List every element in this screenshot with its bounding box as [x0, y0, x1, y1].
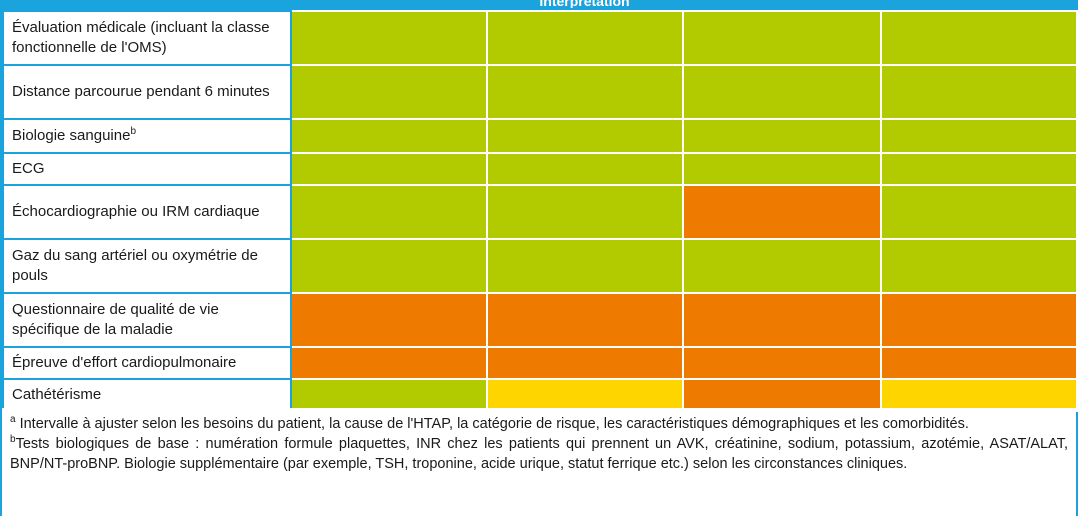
footnote-a: a Intervalle à ajuster selon les besoins…	[10, 414, 1068, 434]
footnote-marker: b	[130, 126, 136, 137]
row-label-text: Questionnaire de qualité de vie spécifiq…	[12, 301, 219, 338]
footnote-marker: b	[10, 434, 16, 445]
footnotes: a Intervalle à ajuster selon les besoins…	[2, 408, 1076, 518]
status-cell-green	[290, 238, 488, 294]
row-label: Échocardiographie ou IRM cardiaque	[2, 184, 292, 240]
row-label: Questionnaire de qualité de vie spécifiq…	[2, 292, 292, 348]
status-cell-orange	[682, 292, 882, 348]
status-cell-green	[486, 118, 684, 154]
status-cell-green	[880, 238, 1078, 294]
status-cell-green	[682, 238, 882, 294]
table-row: Épreuve d'effort cardiopulmonaire	[2, 346, 1078, 380]
status-cell-green	[682, 152, 882, 186]
status-cell-yellow	[880, 378, 1078, 412]
footnote-text: Intervalle à ajuster selon les besoins d…	[19, 416, 969, 432]
status-cell-green	[290, 378, 488, 412]
table-row: Cathétérisme	[2, 378, 1078, 412]
status-cell-green	[880, 64, 1078, 120]
status-cell-orange	[682, 346, 882, 380]
status-cell-green	[290, 10, 488, 66]
row-label-text: Gaz du sang artériel ou oxymétrie de pou…	[12, 247, 258, 284]
row-label: Distance parcourue pendant 6 minutes	[2, 64, 292, 120]
status-cell-orange	[682, 378, 882, 412]
row-label: Cathétérisme	[2, 378, 292, 412]
status-cell-green	[486, 152, 684, 186]
status-cell-green	[880, 118, 1078, 154]
row-label-text: Évaluation médicale (incluant la classe …	[12, 19, 270, 56]
column-header-partial: Interprétation	[539, 0, 630, 8]
row-label: ECG	[2, 152, 292, 186]
status-cell-green	[682, 118, 882, 154]
footnote-marker: a	[10, 414, 16, 425]
status-cell-green	[486, 64, 684, 120]
status-cell-green	[290, 118, 488, 154]
row-label: Épreuve d'effort cardiopulmonaire	[2, 346, 292, 380]
table-row: Échocardiographie ou IRM cardiaque	[2, 184, 1078, 240]
row-label-text: Cathétérisme	[12, 386, 102, 403]
status-cell-orange	[880, 346, 1078, 380]
status-cell-green	[290, 152, 488, 186]
status-cell-green	[682, 64, 882, 120]
row-label: Biologie sanguineb	[2, 118, 292, 154]
status-cell-orange	[880, 292, 1078, 348]
status-cell-green	[486, 10, 684, 66]
footnote-text: Tests biologiques de base : numération f…	[10, 436, 1068, 472]
status-cell-green	[880, 10, 1078, 66]
status-cell-green	[486, 184, 684, 240]
row-label: Gaz du sang artériel ou oxymétrie de pou…	[2, 238, 292, 294]
table-row: ECG	[2, 152, 1078, 186]
footnote-b: bTests biologiques de base : numération …	[10, 434, 1068, 474]
status-cell-green	[682, 10, 882, 66]
table-row: Évaluation médicale (incluant la classe …	[2, 10, 1078, 66]
status-cell-orange	[290, 346, 488, 380]
row-label-text: ECG	[12, 160, 45, 177]
status-cell-green	[290, 64, 488, 120]
status-cell-green	[290, 184, 488, 240]
row-label: Évaluation médicale (incluant la classe …	[2, 10, 292, 66]
status-cell-orange	[682, 184, 882, 240]
table-row: Questionnaire de qualité de vie spécifiq…	[2, 292, 1078, 348]
status-cell-orange	[486, 346, 684, 380]
status-cell-orange	[486, 292, 684, 348]
row-label-text: Biologie sanguine	[12, 127, 131, 144]
status-cell-green	[880, 184, 1078, 240]
status-cell-green	[486, 238, 684, 294]
status-cell-green	[880, 152, 1078, 186]
table-row: Gaz du sang artériel ou oxymétrie de pou…	[2, 238, 1078, 294]
table-row: Distance parcourue pendant 6 minutes	[2, 64, 1078, 120]
table-row: Biologie sanguineb	[2, 118, 1078, 154]
row-label-text: Épreuve d'effort cardiopulmonaire	[12, 354, 237, 371]
row-label-text: Distance parcourue pendant 6 minutes	[12, 83, 270, 100]
monitoring-table: Évaluation médicale (incluant la classe …	[2, 10, 1078, 412]
status-cell-yellow	[486, 378, 684, 412]
status-cell-orange	[290, 292, 488, 348]
table-header: Interprétation	[0, 0, 1078, 10]
row-label-text: Échocardiographie ou IRM cardiaque	[12, 203, 260, 220]
